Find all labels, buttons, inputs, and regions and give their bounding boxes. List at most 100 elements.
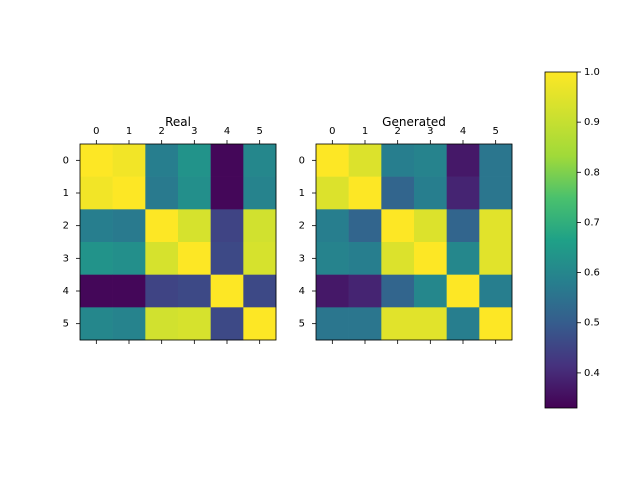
- colorbar-tick-label: 0.4: [584, 368, 600, 379]
- heatmap-cell: [145, 242, 179, 275]
- heatmap-real-frame: [79, 143, 277, 341]
- x-tick-label: 5: [256, 126, 262, 137]
- heatmap-cell: [80, 242, 113, 275]
- heatmap-cell: [80, 144, 113, 177]
- heatmap-cell: [145, 274, 179, 308]
- x-tick-label: 2: [158, 126, 164, 137]
- x-tick-label: 0: [93, 126, 99, 137]
- x-tick-label: 3: [191, 126, 197, 137]
- heatmap-cell: [479, 307, 513, 341]
- colorbar-tick-label: 1.0: [584, 67, 600, 78]
- panel-title-real: Real: [165, 115, 191, 129]
- heatmap-cell: [178, 307, 211, 341]
- heatmap-cell: [446, 274, 480, 308]
- heatmap-cell: [178, 242, 211, 275]
- colorbar-tick-label: 0.7: [584, 217, 600, 228]
- heatmap-cell: [479, 274, 513, 308]
- heatmap-cell: [178, 176, 211, 210]
- y-tick-label: 1: [299, 188, 305, 199]
- heatmap-cell: [381, 209, 415, 243]
- heatmap-cell: [316, 242, 349, 275]
- heatmap-cell: [414, 144, 447, 177]
- heatmap-cell: [479, 242, 513, 275]
- y-tick-label: 1: [63, 188, 69, 199]
- heatmap-cell: [80, 307, 113, 341]
- heatmap-cell: [446, 209, 480, 243]
- heatmap-cell: [446, 307, 480, 341]
- heatmap-cell: [178, 274, 211, 308]
- colorbar-gradient: [544, 71, 578, 409]
- heatmap-cell: [243, 274, 277, 308]
- y-tick-label: 3: [63, 253, 69, 264]
- heatmap-cell: [243, 176, 277, 210]
- y-tick-label: 2: [63, 221, 69, 232]
- heatmap-cell: [210, 176, 244, 210]
- colorbar-tick-label: 0.6: [584, 268, 600, 279]
- heatmap-cell: [479, 209, 513, 243]
- heatmap-cell: [414, 209, 447, 243]
- heatmap-cell: [414, 176, 447, 210]
- heatmap-cell: [348, 242, 382, 275]
- heatmap-generated-frame: [315, 143, 513, 341]
- colorbar-tick-label: 0.9: [584, 117, 600, 128]
- x-tick-label: 0: [329, 126, 335, 137]
- heatmap-cell: [243, 144, 277, 177]
- heatmap-cell: [178, 209, 211, 243]
- heatmap-cell: [381, 242, 415, 275]
- heatmap-cell: [414, 274, 447, 308]
- y-tick-label: 5: [63, 319, 69, 330]
- heatmap-cell: [112, 209, 146, 243]
- y-tick-label: 5: [299, 319, 305, 330]
- panel-title-generated: Generated: [382, 115, 446, 129]
- x-tick-label: 1: [126, 126, 132, 137]
- heatmap-cell: [316, 144, 349, 177]
- y-tick-label: 2: [299, 221, 305, 232]
- heatmap-cell: [316, 274, 349, 308]
- heatmap-cell: [446, 242, 480, 275]
- x-tick-label: 4: [224, 126, 230, 137]
- heatmap-cell: [243, 307, 277, 341]
- heatmap-cell: [80, 209, 113, 243]
- heatmap-cell: [348, 274, 382, 308]
- x-tick-label: 2: [394, 126, 400, 137]
- colorbar: 0.4 0.5 0.6 0.7 0.8 0.9 1.0: [544, 67, 600, 409]
- heatmap-cell: [210, 274, 244, 308]
- heatmap-cell: [210, 307, 244, 341]
- heatmap-cell: [414, 242, 447, 275]
- heatmap-cell: [348, 176, 382, 210]
- heatmap-cell: [316, 176, 349, 210]
- colorbar-tick-label: 0.5: [584, 318, 600, 329]
- heatmap-cell: [112, 242, 146, 275]
- heatmap-cell: [210, 144, 244, 177]
- heatmap-cell: [80, 176, 113, 210]
- y-tick-label: 0: [299, 155, 305, 166]
- x-tick-label: 3: [427, 126, 433, 137]
- x-tick-label: 4: [460, 126, 466, 137]
- heatmap-cell: [348, 144, 382, 177]
- heatmap-cell: [381, 274, 415, 308]
- heatmap-cell: [145, 307, 179, 341]
- heatmap-cell: [112, 144, 146, 177]
- heatmap-cell: [112, 176, 146, 210]
- heatmap-cell: [446, 144, 480, 177]
- heatmap-cell: [446, 176, 480, 210]
- heatmap-cell: [381, 307, 415, 341]
- heatmap-cell: [414, 307, 447, 341]
- heatmap-cell: [381, 144, 415, 177]
- heatmap-cell: [479, 176, 513, 210]
- heatmap-real: Real 0 1 2 3 4 5 0 1 2 3 4 5: [63, 115, 277, 344]
- x-tick-label: 1: [362, 126, 368, 137]
- heatmap-cell: [112, 274, 146, 308]
- y-tick-label: 0: [63, 155, 69, 166]
- heatmap-cell: [316, 209, 349, 243]
- y-tick-label: 4: [63, 286, 69, 297]
- colorbar-tick-label: 0.8: [584, 167, 600, 178]
- heatmap-cell: [112, 307, 146, 341]
- heatmap-cell: [381, 176, 415, 210]
- heatmap-cell: [243, 209, 277, 243]
- heatmap-cell: [145, 209, 179, 243]
- heatmap-cell: [178, 144, 211, 177]
- heatmap-cell: [145, 176, 179, 210]
- heatmap-cell: [243, 242, 277, 275]
